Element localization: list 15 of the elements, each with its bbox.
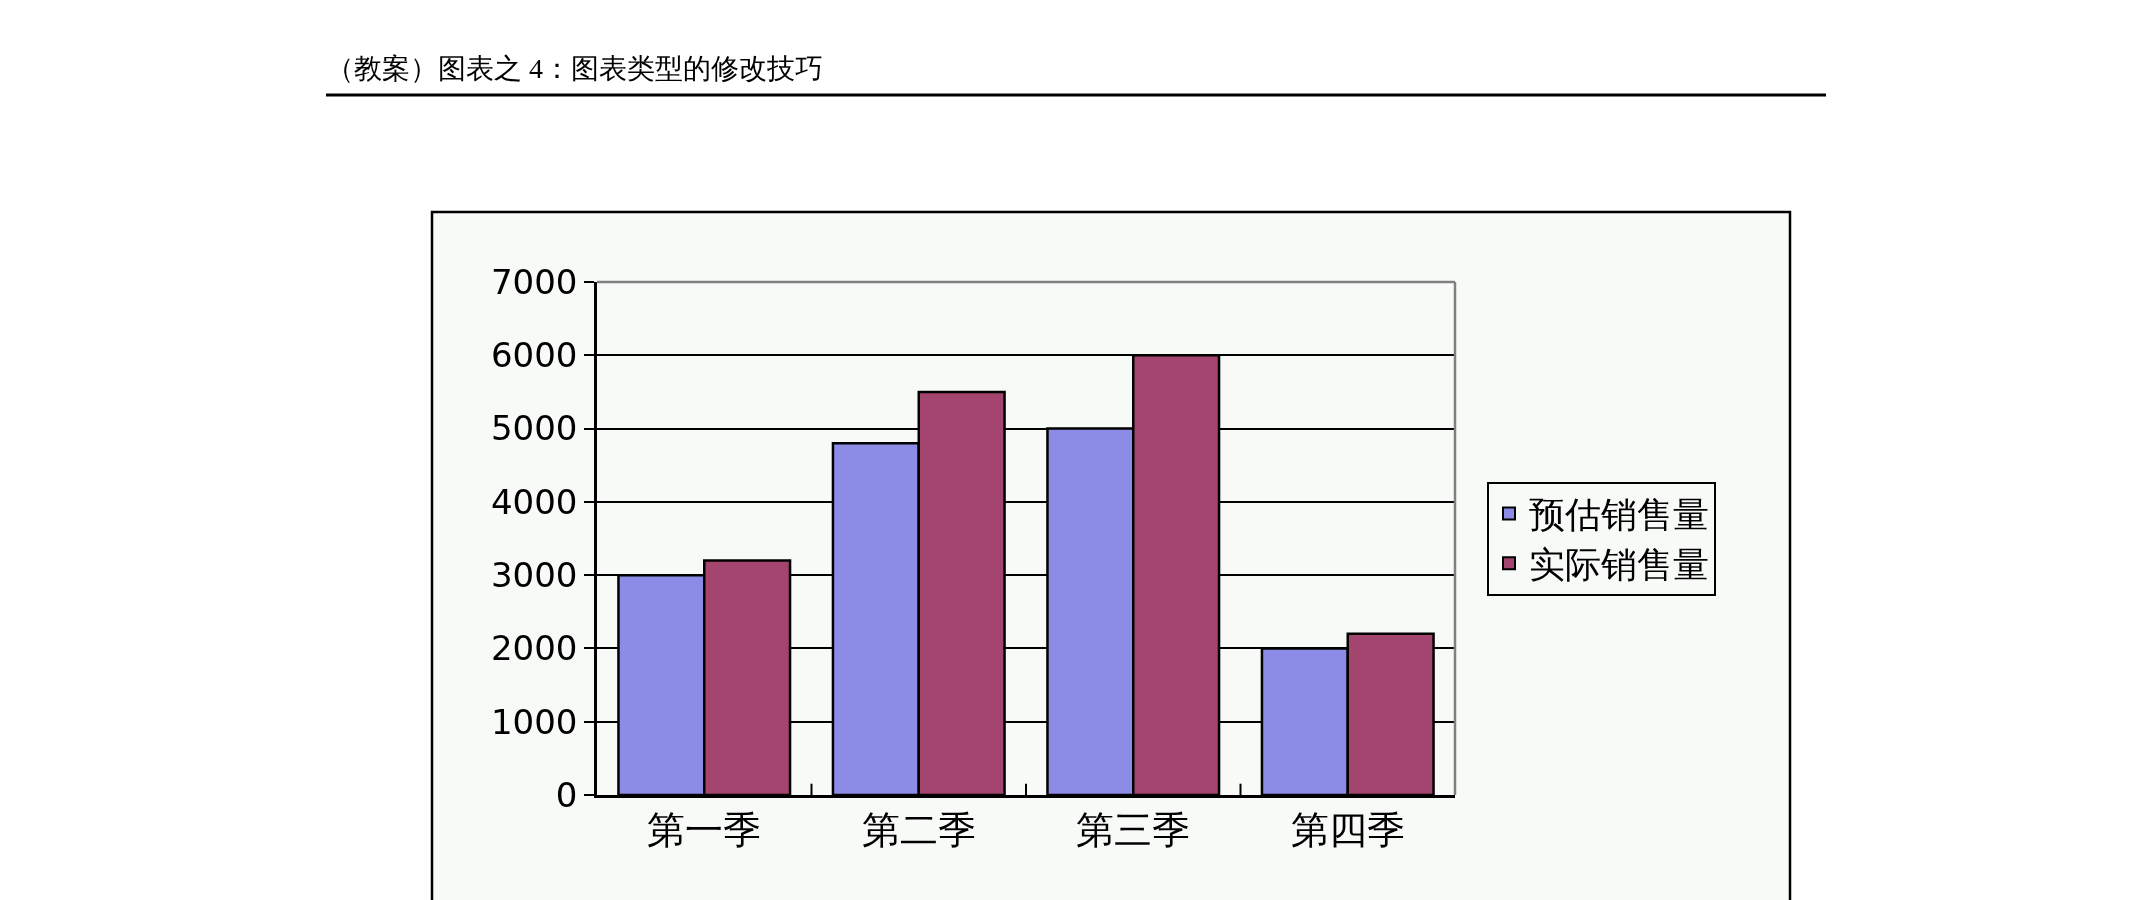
y-tick-label: 7000 [490, 261, 578, 302]
legend-label: 实际销售量 [1529, 544, 1709, 586]
legend-label: 预估销售量 [1529, 494, 1709, 536]
chart-title: （教案）图表之 4：图表类型的修改技巧 [326, 52, 823, 84]
y-tick-label: 3000 [490, 555, 578, 596]
y-tick-label: 4000 [490, 481, 578, 522]
y-tick-label: 1000 [490, 701, 578, 742]
y-tick-label: 0 [555, 774, 578, 815]
x-tick-label: 第一季 [647, 808, 762, 853]
y-tick-label: 2000 [490, 628, 578, 669]
x-tick-label: 第四季 [1290, 808, 1405, 853]
y-tick-label: 5000 [490, 408, 578, 449]
x-tick-label: 第二季 [861, 808, 976, 853]
x-tick-label: 第三季 [1076, 808, 1191, 853]
y-tick-label: 6000 [490, 335, 578, 376]
